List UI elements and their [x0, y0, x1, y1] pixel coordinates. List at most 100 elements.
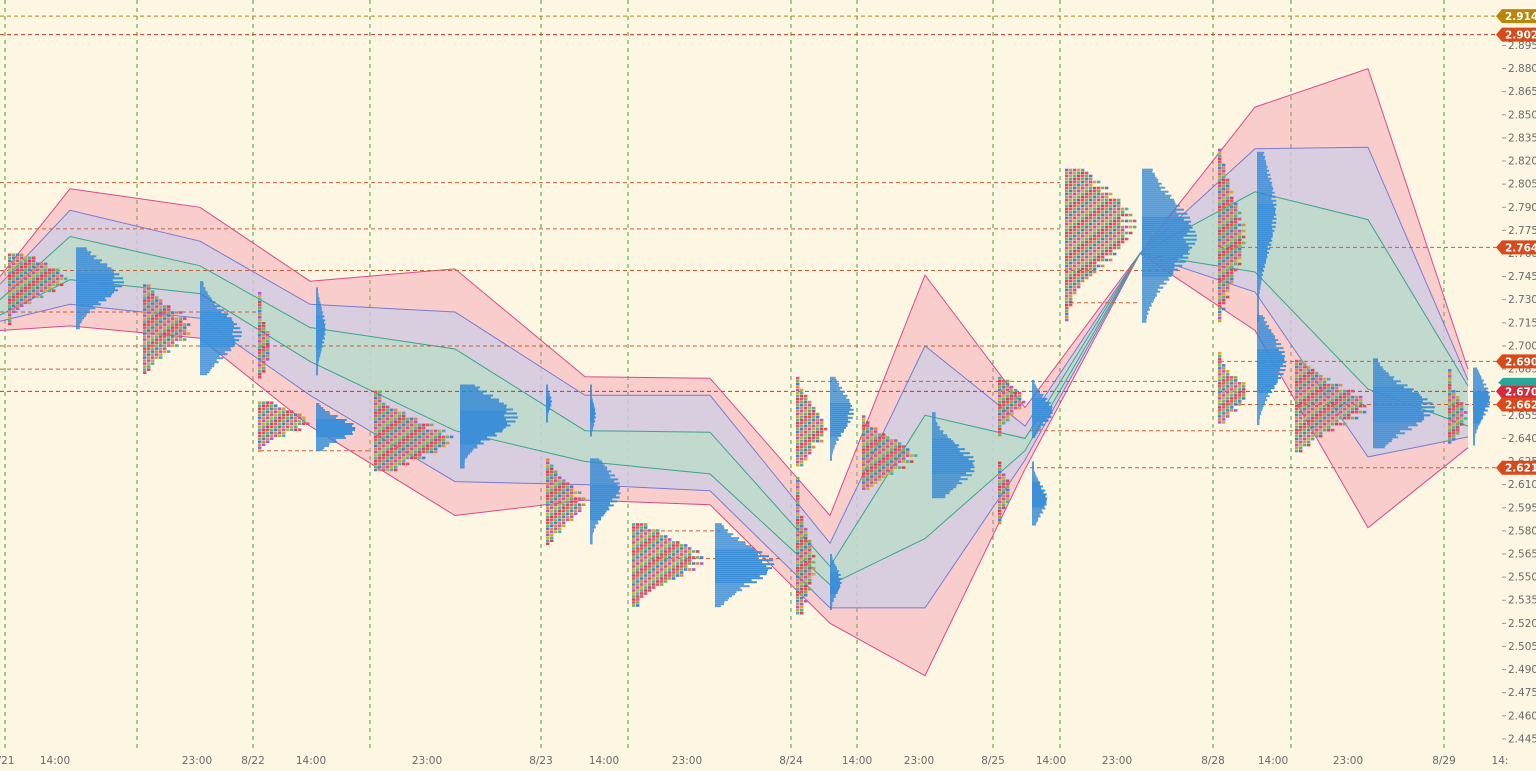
inner-band-fill: [0, 191, 1468, 585]
price-badge-label: 2.902: [1505, 30, 1536, 42]
profile-vol-13: [590, 458, 621, 545]
profile-vol-19: [830, 554, 842, 610]
middle-upper-line: [0, 146, 1469, 545]
price-badge-label: 2.690: [1505, 356, 1536, 368]
y-tick-label: 2.775: [1508, 225, 1536, 237]
inner-upper-line: [0, 191, 1469, 568]
price-badge-label: 2.662: [1505, 400, 1536, 412]
y-tick-label: 2.475: [1508, 687, 1536, 699]
profile-tpo-14: [632, 523, 704, 607]
y-tick-label: 2.715: [1508, 317, 1536, 329]
y-tick-label: 2.700: [1508, 340, 1536, 352]
y-tick-label: 2.595: [1508, 502, 1536, 514]
x-tick-label: 23:00: [1102, 755, 1132, 767]
y-tick-label: 2.445: [1508, 733, 1536, 745]
x-tick-label: /21: [0, 755, 14, 767]
x-tick-label: 23:00: [904, 755, 934, 767]
y-tick-label: 2.745: [1508, 271, 1536, 283]
profile-vol-24: [1032, 379, 1053, 438]
price-badge-0: 2.914: [1496, 9, 1536, 24]
profile-vol-9: [460, 384, 518, 469]
y-tick-label: 2.535: [1508, 595, 1536, 607]
y-tick-label: 2.610: [1508, 479, 1536, 491]
profile-tpo-16: [796, 376, 828, 467]
y-tick-label: 2.655: [1508, 410, 1536, 422]
profile-tpo-0: [8, 253, 68, 326]
x-tick-label: 23:00: [412, 755, 442, 767]
profile-tpo-11: [546, 458, 586, 545]
profile-tpo-5: [258, 401, 310, 452]
profile-vol-18: [830, 376, 854, 461]
x-tick-label: 23:00: [1333, 755, 1363, 767]
price-badge-2: 2.764: [1496, 240, 1536, 255]
profile-vol-6: [316, 287, 326, 376]
profile-tpo-34: [1448, 369, 1468, 444]
deviation-bands: [0, 67, 1469, 677]
x-tick-label: 8/25: [981, 755, 1005, 767]
profile-tpo-4: [258, 292, 270, 379]
profile-tpo-23: [998, 461, 1010, 525]
price-badge-label: 2.621: [1505, 463, 1536, 475]
profile-vol-30: [1257, 151, 1277, 322]
x-tick-label: 8/23: [529, 755, 553, 767]
x-tick-label: 14:00: [589, 755, 619, 767]
x-tick-label: 8/24: [779, 755, 803, 767]
price-badge-4: 2.670: [1496, 384, 1536, 399]
x-tick-label: 14:: [1492, 755, 1509, 767]
profile-vol-21: [932, 412, 975, 499]
y-tick-label: 2.895: [1508, 40, 1536, 52]
price-badge-label: 2.764: [1505, 242, 1536, 254]
middle-band-fill: [0, 147, 1468, 608]
profile-vol-33: [1373, 358, 1435, 449]
time-axis[interactable]: /21 14:00 23:00 8/22 14:00 23:00 8/23 14:00 23:0…: [0, 755, 1508, 767]
y-tick-label: 2.865: [1508, 86, 1536, 98]
y-tick-label: 2.505: [1508, 641, 1536, 653]
price-badge-label: 2.670: [1505, 386, 1536, 398]
y-tick-label: 2.640: [1508, 433, 1536, 445]
profile-tpo-29: [1218, 352, 1246, 424]
y-tick-label: 2.820: [1508, 156, 1536, 168]
y-tick-label: 2.520: [1508, 618, 1536, 630]
y-tick-label: 2.565: [1508, 548, 1536, 560]
profile-vol-35: [1473, 367, 1491, 446]
price-badges: 2.914 2.902 2.764 2.690 2.670 2.662 2.621: [1496, 9, 1536, 475]
price-badge-1: 2.902: [1496, 27, 1536, 42]
y-tick-label: 2.730: [1508, 294, 1536, 306]
y-tick-label: 2.790: [1508, 202, 1536, 214]
profile-vol-3: [200, 281, 242, 376]
price-badge-3: 2.690: [1496, 354, 1536, 369]
profile-vol-1: [76, 247, 124, 330]
profile-tpo-26: [1065, 168, 1137, 322]
profile-vol-15: [715, 523, 775, 608]
price-badge-6: 2.621: [1496, 460, 1536, 475]
x-tick-label: 14:00: [296, 755, 326, 767]
profile-tpo-32: [1295, 359, 1367, 453]
x-tick-label: 23:00: [182, 755, 212, 767]
x-tick-label: 14:00: [40, 755, 70, 767]
profile-tpo-8: [374, 390, 454, 472]
outer-upper-line: [0, 67, 1469, 517]
current-price-marker: [1498, 377, 1536, 386]
x-tick-label: 8/29: [1432, 755, 1456, 767]
profile-tpo-28: [1218, 148, 1246, 323]
price-badge-label: 2.914: [1505, 11, 1536, 23]
market-profiles: [8, 148, 1491, 615]
y-tick-label: 2.805: [1508, 179, 1536, 191]
y-tick-label: 2.880: [1508, 63, 1536, 75]
y-tick-label: 2.550: [1508, 572, 1536, 584]
x-tick-label: 8/22: [241, 755, 265, 767]
y-tick-label: 2.850: [1508, 109, 1536, 121]
profile-vol-12: [590, 384, 596, 437]
y-tick-label: 2.580: [1508, 525, 1536, 537]
profile-vol-7: [316, 403, 356, 451]
x-tick-label: 23:00: [672, 755, 702, 767]
profile-tpo-20: [862, 415, 918, 490]
x-tick-label: 8/28: [1201, 755, 1225, 767]
profile-tpo-2: [143, 284, 191, 374]
x-tick-label: 14:00: [1258, 755, 1288, 767]
profile-vol-27: [1142, 168, 1197, 323]
y-tick-label: 2.835: [1508, 132, 1536, 144]
profile-vol-25: [1032, 461, 1048, 526]
y-tick-label: 2.490: [1508, 664, 1536, 676]
